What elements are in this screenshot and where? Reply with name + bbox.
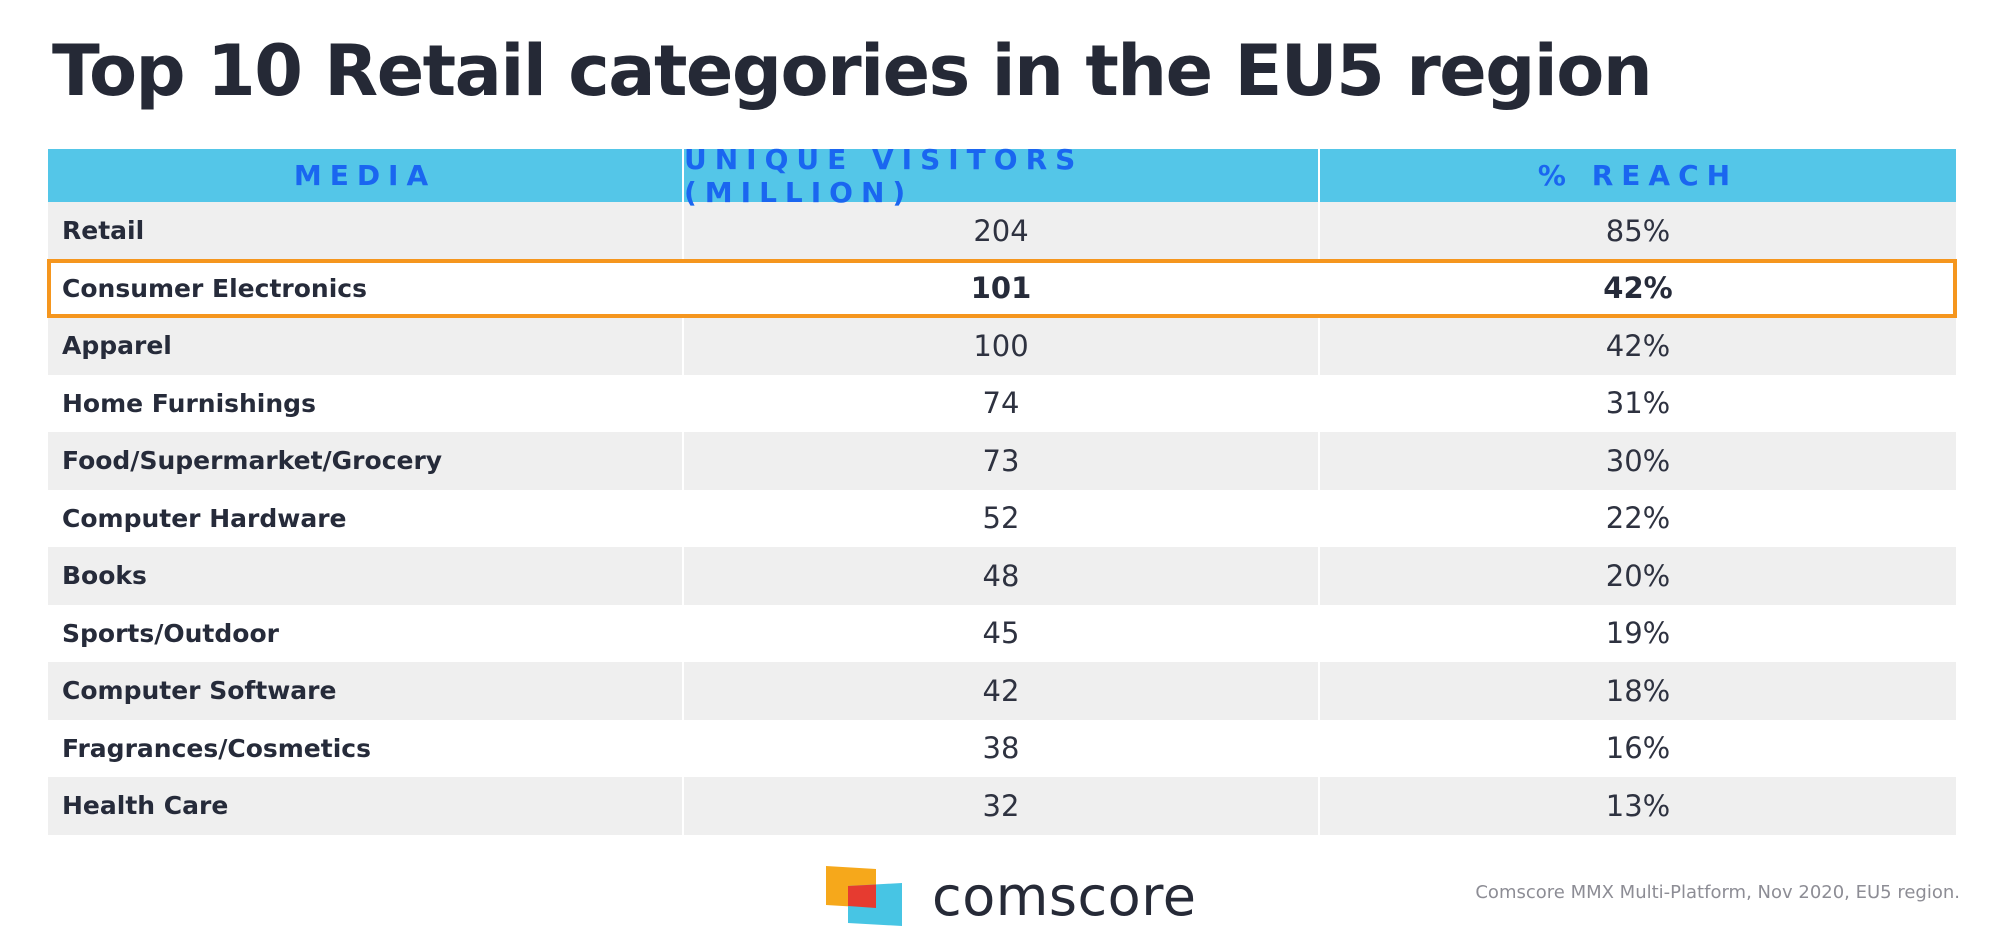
row-media-cell: Fragrances/Cosmetics — [48, 719, 684, 777]
row-visitors-cell: 101 — [684, 259, 1320, 317]
logo-wordmark: comscore — [932, 864, 1197, 928]
row-media-cell: Apparel — [48, 317, 684, 375]
row-reach-cell: 85% — [1605, 213, 1671, 248]
table-row: Apparel 100 42% — [48, 317, 1956, 375]
row-visitors-cell: 38 — [684, 719, 1320, 777]
row-reach-cell: 16% — [1605, 731, 1671, 766]
row-reach-cell: 19% — [1605, 616, 1671, 651]
row-visitors-cell: 48 — [684, 547, 1320, 605]
table-header-row: MEDIA UNIQUE VISITORS (MILLION) % REACH — [48, 143, 1956, 209]
retail-categories-table: MEDIA UNIQUE VISITORS (MILLION) % REACH … — [47, 143, 1957, 835]
table-row: Health Care 32 13% — [48, 777, 1956, 835]
table-row: Books 48 20% — [48, 547, 1956, 605]
table-row: Home Furnishings 74 31% — [48, 374, 1956, 432]
table-row: Sports/Outdoor 45 19% — [48, 604, 1956, 662]
row-visitors-cell: 74 — [684, 374, 1320, 432]
row-reach-cell: 13% — [1605, 788, 1671, 823]
row-media-cell: Sports/Outdoor — [48, 604, 684, 662]
comscore-logo-icon — [826, 866, 902, 926]
row-visitors-cell: 73 — [684, 432, 1320, 490]
comscore-logo: comscore — [826, 864, 1196, 928]
table-row: Computer Hardware 52 22% — [48, 489, 1956, 547]
row-visitors-cell: 100 — [684, 317, 1320, 375]
row-media-cell: Health Care — [48, 777, 684, 835]
row-visitors-cell: 32 — [684, 777, 1320, 835]
row-reach-cell: 42% — [1605, 328, 1671, 363]
row-media-cell: Home Furnishings — [48, 374, 684, 432]
table-row: Food/Supermarket/Grocery 73 30% — [48, 432, 1956, 490]
row-reach-cell: 30% — [1605, 443, 1671, 478]
row-reach-cell: 22% — [1605, 501, 1671, 536]
row-visitors-cell: 45 — [684, 604, 1320, 662]
row-media-cell: Consumer Electronics — [48, 259, 684, 317]
source-note: Comscore MMX Multi-Platform, Nov 2020, E… — [1475, 882, 1960, 903]
row-reach-cell: 18% — [1605, 673, 1671, 708]
row-reach-cell: 31% — [1605, 386, 1671, 421]
header-media: MEDIA — [48, 149, 684, 202]
row-media-cell: Books — [48, 547, 684, 605]
row-media-cell: Computer Software — [48, 662, 684, 720]
row-media-cell: Food/Supermarket/Grocery — [48, 432, 684, 490]
row-visitors-cell: 42 — [684, 662, 1320, 720]
row-visitors-cell: 52 — [684, 489, 1320, 547]
row-reach-cell: 42% — [1603, 271, 1673, 306]
header-unique-visitors: UNIQUE VISITORS (MILLION) — [684, 143, 1320, 209]
row-reach-cell: 20% — [1605, 558, 1671, 593]
table-row: Fragrances/Cosmetics 38 16% — [48, 719, 1956, 777]
table-body: Retail 204 85% Consumer Electronics 101 42% Ap… — [47, 202, 1957, 835]
row-visitors-cell: 204 — [684, 202, 1320, 260]
header-reach: % REACH — [1537, 159, 1739, 192]
row-media-cell: Computer Hardware — [48, 489, 684, 547]
row-media-cell: Retail — [48, 202, 684, 260]
page-title: Top 10 Retail categories in the EU5 regi… — [52, 30, 1653, 112]
table-row: Retail 204 85% — [48, 202, 1956, 260]
table-row: Computer Software 42 18% — [48, 662, 1956, 720]
table-row-highlighted: Consumer Electronics 101 42% — [47, 258, 1957, 318]
